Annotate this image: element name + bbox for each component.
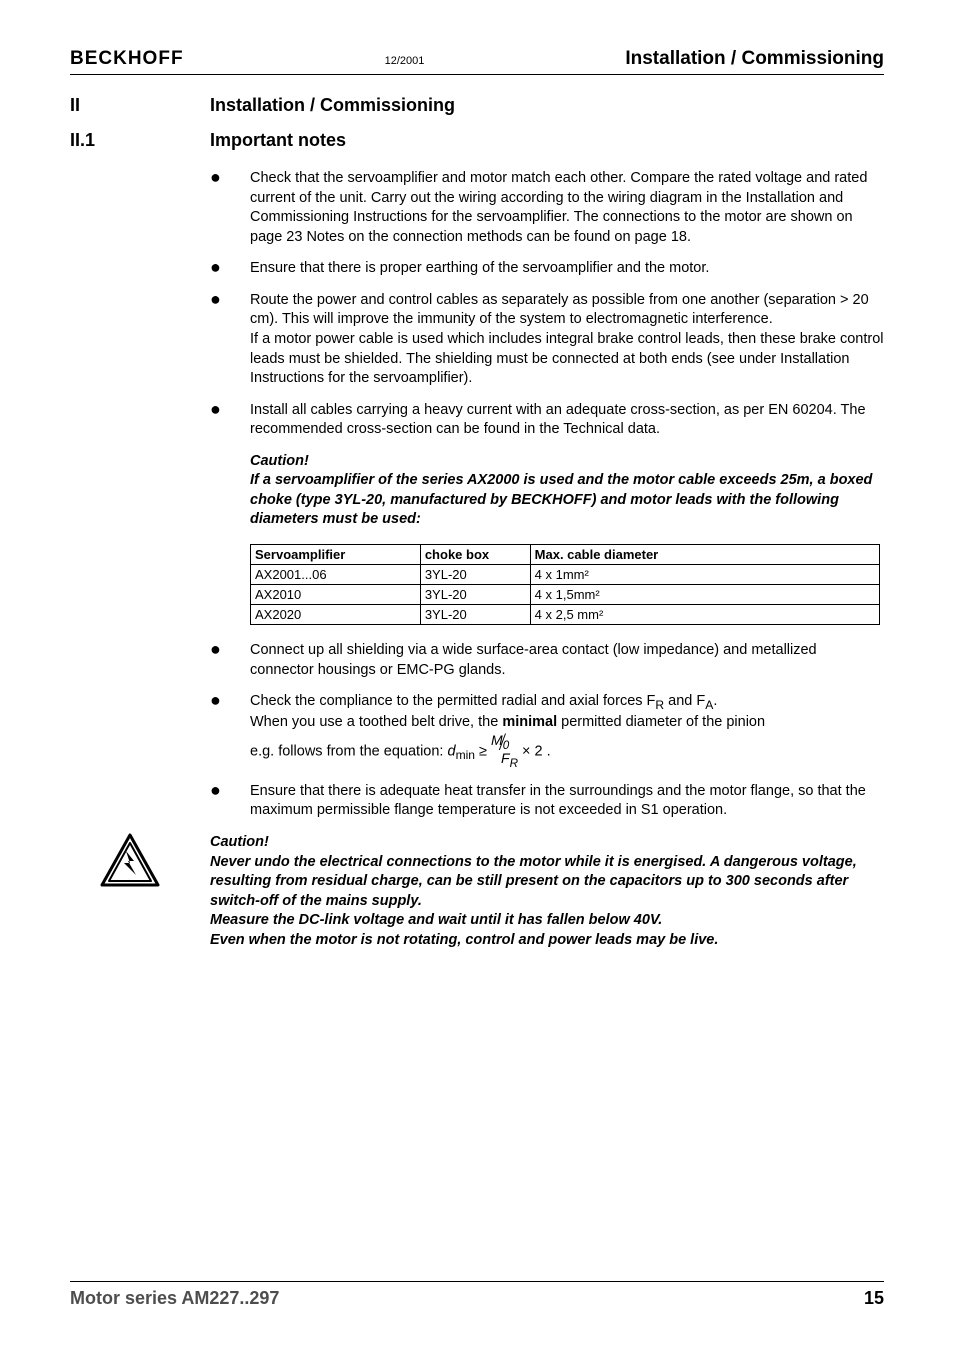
bullet-text: Ensure that there is adequate heat trans…	[250, 782, 884, 821]
bullet-icon: ●	[210, 259, 250, 279]
page-number: 15	[864, 1288, 884, 1309]
para-text: .	[713, 693, 717, 709]
table-cell: AX2020	[251, 605, 421, 625]
content-column: ● Check that the servoamplifier and moto…	[210, 169, 884, 821]
bullet-item: ● Ensure that there is adequate heat tra…	[210, 782, 884, 821]
table-cell: 3YL-20	[420, 565, 530, 585]
bold-text: minimal	[502, 714, 557, 730]
bullet-icon: ●	[210, 291, 250, 389]
section-ii-num: II	[70, 95, 210, 116]
para-text: Route the power and control cables as se…	[250, 292, 869, 328]
para-text: e.g. follows from the equation:	[250, 743, 447, 759]
caution-body: If a servoamplifier of the series AX2000…	[250, 472, 872, 527]
para-text: and F	[664, 693, 705, 709]
bullet-icon: ●	[210, 641, 250, 680]
caution-line: Measure the DC-link voltage and wait unt…	[210, 912, 662, 928]
header-brand: BECKHOFF	[70, 48, 184, 70]
section-ii1-title: Important notes	[210, 130, 346, 151]
table-row: AX2001...06 3YL-20 4 x 1mm²	[251, 565, 880, 585]
section-ii1-num: II.1	[70, 130, 210, 151]
section-ii-title: Installation / Commissioning	[210, 95, 455, 116]
page-header: BECKHOFF 12/2001 Installation / Commissi…	[70, 48, 884, 75]
table-cell: 3YL-20	[420, 605, 530, 625]
bullet-text: Check the compliance to the permitted ra…	[250, 692, 884, 770]
col-header: Max. cable diameter	[530, 545, 879, 565]
footer-title: Motor series AM227..297	[70, 1288, 279, 1309]
bullet-item: ● Ensure that there is proper earthing o…	[210, 259, 884, 279]
bullet-icon: ●	[210, 169, 250, 247]
table-cell: 3YL-20	[420, 585, 530, 605]
section-ii-row: II Installation / Commissioning	[70, 95, 884, 116]
bullet-icon: ●	[210, 401, 250, 440]
warning-text: Caution! Never undo the electrical conne…	[210, 833, 884, 950]
fraction-slash: ⁄	[502, 731, 504, 755]
eqn-var: d	[447, 743, 455, 759]
table-cell: 4 x 1mm²	[530, 565, 879, 585]
subscript: R	[655, 698, 664, 712]
warning-row: Caution! Never undo the electrical conne…	[70, 833, 884, 950]
bullet-item: ● Route the power and control cables as …	[210, 291, 884, 389]
col-header: Servoamplifier	[251, 545, 421, 565]
table-row: AX2020 3YL-20 4 x 2,5 mm²	[251, 605, 880, 625]
table-cell: 4 x 1,5mm²	[530, 585, 879, 605]
section-ii1-row: II.1 Important notes	[70, 130, 884, 151]
col-header: choke box	[420, 545, 530, 565]
eqn-tail: × 2 .	[518, 743, 551, 759]
subscript: R	[510, 757, 518, 770]
caution-head: Caution!	[250, 453, 309, 469]
bullet-text: Route the power and control cables as se…	[250, 291, 884, 389]
bullet-item: ● Check the compliance to the permitted …	[210, 692, 884, 770]
para-text: If a motor power cable is used which inc…	[250, 331, 884, 386]
bullet-item: ● Connect up all shielding via a wide su…	[210, 641, 884, 680]
bullet-icon: ●	[210, 692, 250, 770]
bullet-text: Ensure that there is proper earthing of …	[250, 259, 884, 279]
caution-head: Caution!	[210, 834, 269, 850]
para-text: When you use a toothed belt drive, the	[250, 714, 502, 730]
eqn-op: ≥	[475, 743, 491, 759]
header-date: 12/2001	[385, 55, 425, 67]
caution-block-1: Caution! If a servoamplifier of the seri…	[250, 452, 884, 530]
caution-line: Never undo the electrical connections to…	[210, 854, 857, 909]
table-row: AX2010 3YL-20 4 x 1,5mm²	[251, 585, 880, 605]
header-title: Installation / Commissioning	[625, 48, 884, 70]
subscript: min	[456, 748, 475, 762]
table-cell: 4 x 2,5 mm²	[530, 605, 879, 625]
para-text: permitted diameter of the pinion	[557, 714, 765, 730]
para-text: Check the compliance to the permitted ra…	[250, 693, 655, 709]
equation: dmin ≥ M0⁄FR × 2 .	[447, 733, 550, 770]
bullet-text: Install all cables carrying a heavy curr…	[250, 401, 884, 440]
choke-table: Servoamplifier choke box Max. cable diam…	[250, 544, 880, 625]
bullet-text: Connect up all shielding via a wide surf…	[250, 641, 884, 680]
bullet-item: ● Install all cables carrying a heavy cu…	[210, 401, 884, 440]
bullet-icon: ●	[210, 782, 250, 821]
fraction: M0⁄FR	[491, 733, 518, 770]
bullet-item: ● Check that the servoamplifier and moto…	[210, 169, 884, 247]
caution-line: Even when the motor is not rotating, con…	[210, 932, 718, 948]
page-footer: Motor series AM227..297 15	[70, 1281, 884, 1309]
table-cell: AX2010	[251, 585, 421, 605]
table-header-row: Servoamplifier choke box Max. cable diam…	[251, 545, 880, 565]
table-cell: AX2001...06	[251, 565, 421, 585]
warning-triangle-icon	[70, 833, 210, 887]
bullet-text: Check that the servoamplifier and motor …	[250, 169, 884, 247]
